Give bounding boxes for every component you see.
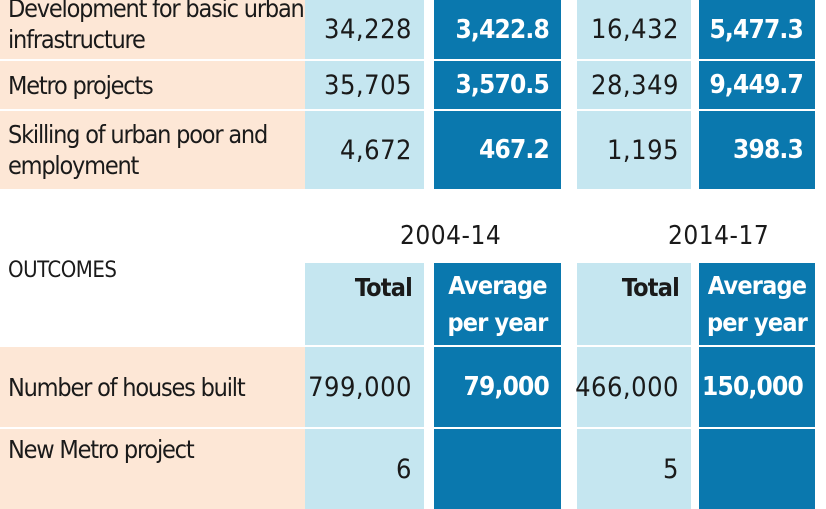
average-header: Average per year	[434, 263, 561, 345]
period-heading: 2014-17	[668, 221, 770, 251]
total-cell: 16,432	[577, 0, 691, 59]
average-cell: 3,570.5	[434, 61, 561, 109]
total-cell: 6	[305, 429, 424, 509]
row-label: Metro projects	[0, 61, 305, 109]
total-cell: 5	[577, 429, 691, 509]
average-header: Average per year	[699, 263, 815, 345]
average-cell: 9,449.7	[699, 61, 815, 109]
total-cell: 4,672	[305, 111, 424, 189]
average-cell	[434, 429, 561, 509]
total-header: Total	[577, 263, 691, 345]
total-cell: 466,000	[575, 347, 691, 427]
average-cell: 79,000	[434, 347, 561, 427]
period-heading: 2004-14	[400, 221, 502, 251]
average-cell: 3,422.8	[434, 0, 561, 59]
row-label: Skilling of urban poor and employment	[0, 111, 305, 189]
total-header: Total	[305, 263, 424, 345]
average-cell: 398.3	[699, 111, 815, 189]
total-cell: 28,349	[577, 61, 691, 109]
total-cell: 1,195	[577, 111, 691, 189]
outcomes-heading: OUTCOMES	[8, 258, 117, 283]
total-cell: 34,228	[305, 0, 424, 59]
total-cell: 799,000	[305, 347, 424, 427]
row-label: Number of houses built	[0, 347, 305, 427]
row-label: New Metro project	[0, 429, 305, 509]
average-cell: 150,000	[699, 347, 815, 427]
average-cell	[699, 429, 815, 509]
average-cell: 5,477.3	[699, 0, 815, 59]
row-label: Development for basic urban infrastructu…	[0, 0, 305, 59]
average-cell: 467.2	[434, 111, 561, 189]
total-cell: 35,705	[305, 61, 424, 109]
